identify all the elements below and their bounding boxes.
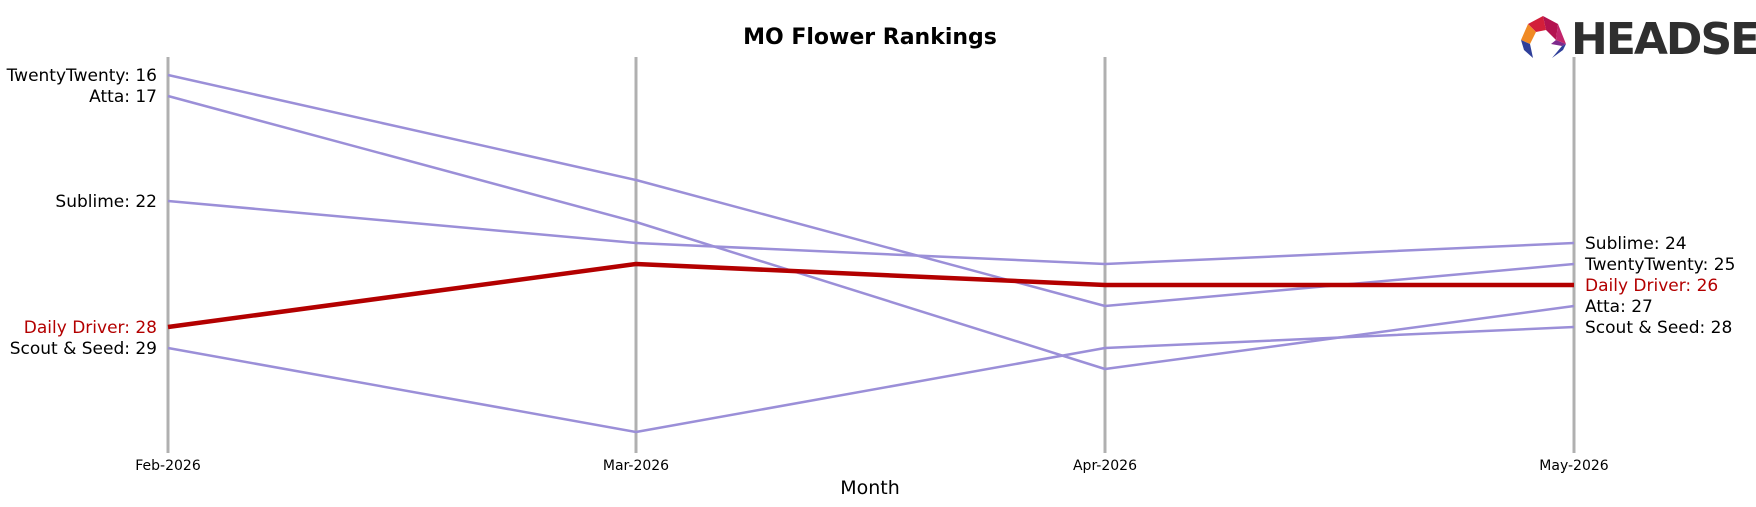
headset-logo-text: HEADSET [1571, 14, 1756, 65]
series-line-sublime [167, 199, 1575, 266]
end-label-daily-driver: Daily Driver: 26 [1585, 276, 1718, 296]
start-label-daily-driver: Daily Driver: 28 [24, 318, 157, 338]
start-label-sublime: Sublime: 22 [55, 192, 157, 212]
series-line-twentytwenty [167, 73, 1575, 308]
series-line-daily-driver [167, 261, 1574, 330]
series-lines [167, 73, 1575, 434]
series-line-atta [167, 94, 1575, 371]
start-label-scout-seed: Scout & Seed: 29 [10, 339, 157, 359]
x-tick-label: Mar-2026 [603, 458, 669, 474]
series-line-scout-seed [167, 325, 1575, 434]
end-label-sublime: Sublime: 24 [1585, 234, 1687, 254]
start-label-twentytwenty: TwentyTwenty: 16 [6, 66, 157, 86]
x-tick-label: Feb-2026 [135, 458, 201, 474]
x-tick-labels: Feb-2026 Mar-2026 Apr-2026 May-2026 [135, 458, 1609, 474]
series-end-labels: TwentyTwenty: 16 TwentyTwenty: 25 Atta: 17… [6, 66, 1736, 359]
end-label-scout-seed: Scout & Seed: 28 [1585, 318, 1732, 338]
end-label-twentytwenty: TwentyTwenty: 25 [1584, 255, 1735, 275]
headset-logo: HEADSET [1521, 14, 1756, 65]
end-label-atta: Atta: 27 [1585, 297, 1653, 317]
chart-title: MO Flower Rankings [743, 25, 997, 50]
x-axis-label: Month [840, 477, 900, 499]
month-gridlines [166, 57, 1576, 453]
x-tick-label: Apr-2026 [1073, 458, 1137, 474]
start-label-atta: Atta: 17 [89, 87, 157, 107]
headset-logo-icon [1521, 16, 1566, 58]
x-tick-label: May-2026 [1539, 458, 1608, 474]
